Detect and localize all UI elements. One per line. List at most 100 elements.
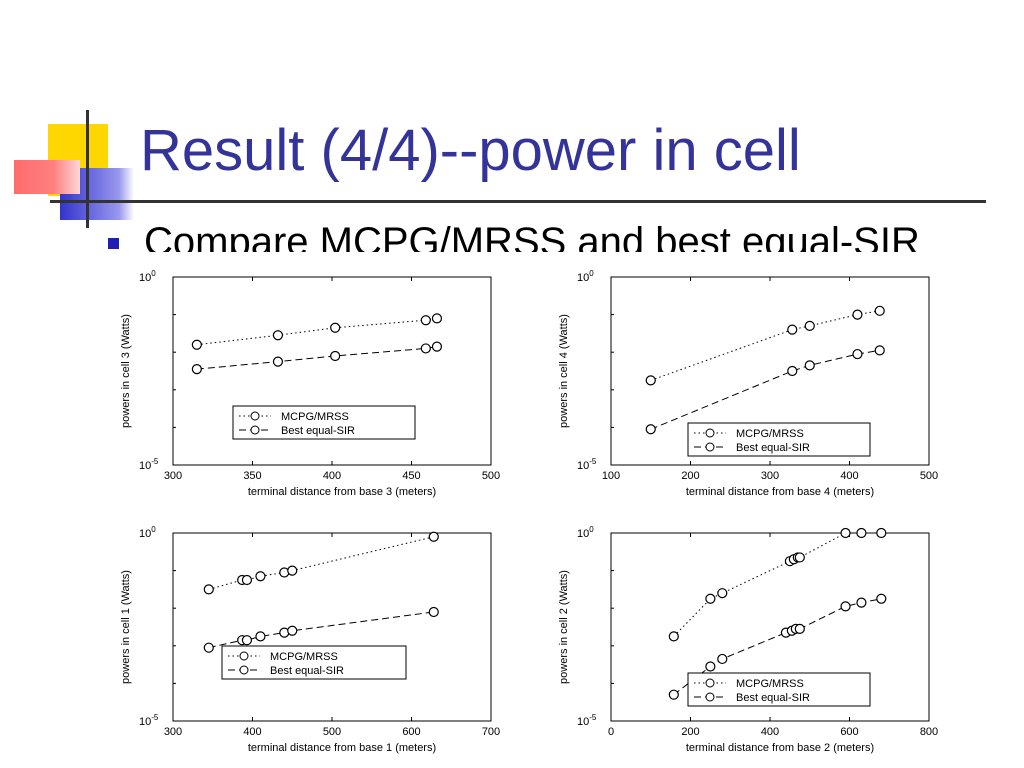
legend-label: MCPG/MRSS	[281, 411, 349, 423]
legend-label: MCPG/MRSS	[736, 428, 804, 440]
data-point-mcpg-mrss	[874, 305, 885, 316]
x-axis-label: terminal distance from base 3 (meters)	[248, 486, 436, 498]
y-tick-base: 10	[139, 460, 151, 472]
data-point-best-equal-sir	[852, 348, 863, 360]
data-point-mcpg-mrss	[272, 330, 284, 341]
data-point-best-equal-sir	[420, 343, 431, 354]
y-axis-label: powers in cell 4 (Watts)	[558, 314, 570, 428]
y-tick-base: 10	[139, 528, 151, 540]
x-tick-label: 300	[761, 470, 779, 482]
data-point-mcpg-mrss	[668, 631, 679, 642]
data-point-mcpg-mrss	[287, 565, 298, 576]
data-point-best-equal-sir	[794, 623, 805, 634]
data-point-best-equal-sir	[668, 689, 679, 700]
y-tick-base: 10	[577, 528, 589, 540]
data-point-best-equal-sir	[804, 360, 815, 371]
data-point-mcpg-mrss	[876, 527, 887, 539]
y-tick-label: 10-5	[577, 713, 597, 728]
legend-label: Best equal-SIR	[281, 425, 355, 437]
data-point-best-equal-sir	[241, 635, 253, 646]
x-tick-label: 0	[608, 726, 614, 738]
x-tick-label: 500	[920, 470, 938, 482]
legend-label: Best equal-SIR	[736, 692, 810, 704]
y-tick-label: 10-5	[577, 457, 597, 472]
y-tick-exponent: -5	[151, 457, 159, 466]
y-tick-label: 10-5	[139, 457, 159, 472]
y-axis-label: powers in cell 3 (Watts)	[120, 314, 132, 428]
x-tick-label: 400	[243, 726, 261, 738]
data-point-mcpg-mrss	[705, 593, 716, 604]
data-point-mcpg-mrss	[191, 339, 202, 350]
y-tick-exponent: -5	[589, 457, 597, 466]
x-tick-label: 300	[164, 470, 182, 482]
x-tick-label: 400	[840, 470, 858, 482]
y-tick-exponent: 0	[151, 269, 156, 278]
legend-marker	[705, 692, 715, 702]
legend-label: MCPG/MRSS	[270, 651, 338, 663]
y-tick-base: 10	[139, 716, 151, 728]
legend: MCPG/MRSS Best equal-SIR	[232, 405, 416, 440]
x-tick-label: 500	[323, 726, 341, 738]
legend-label: MCPG/MRSS	[736, 678, 804, 690]
y-tick-base: 10	[577, 272, 589, 284]
data-point-best-equal-sir	[431, 341, 443, 352]
series-line-mcpg-mrss	[673, 532, 882, 637]
data-point-best-equal-sir	[287, 625, 298, 636]
data-point-best-equal-sir	[255, 631, 266, 642]
data-point-best-equal-sir	[874, 345, 885, 356]
data-point-mcpg-mrss	[420, 315, 431, 326]
y-tick-label: 100	[139, 525, 156, 540]
data-point-best-equal-sir	[840, 601, 851, 612]
legend-marker	[705, 442, 715, 452]
legend-marker	[239, 651, 249, 661]
bullet-text: Compare MCPG/MRSS and best equal-SIR	[144, 220, 920, 252]
y-tick-exponent: 0	[589, 525, 594, 534]
series-line-best-equal-sir	[196, 346, 438, 370]
data-point-mcpg-mrss	[255, 571, 266, 582]
x-tick-label: 600	[840, 726, 858, 738]
data-point-mcpg-mrss	[203, 584, 214, 595]
legend-box	[687, 672, 871, 707]
decor-vertical-line	[86, 110, 89, 228]
data-point-mcpg-mrss	[428, 531, 439, 542]
x-axis-label: terminal distance from base 2 (meters)	[686, 742, 874, 754]
decor-red-square	[14, 160, 80, 194]
data-point-mcpg-mrss	[787, 324, 798, 335]
legend: MCPG/MRSS Best equal-SIR	[687, 672, 871, 707]
legend-label: Best equal-SIR	[736, 442, 810, 454]
data-point-mcpg-mrss	[330, 322, 341, 333]
data-point-best-equal-sir	[191, 364, 202, 375]
y-tick-exponent: -5	[589, 713, 597, 722]
legend-box	[687, 422, 871, 457]
data-point-best-equal-sir	[787, 365, 798, 377]
y-axis-label: powers in cell 1 (Watts)	[120, 570, 132, 684]
x-tick-label: 100	[602, 470, 620, 482]
data-point-mcpg-mrss	[717, 588, 728, 599]
legend-box	[232, 405, 416, 440]
data-point-best-equal-sir	[645, 424, 656, 435]
x-tick-label: 450	[402, 470, 420, 482]
y-tick-exponent: -5	[151, 713, 159, 722]
x-tick-label: 400	[323, 470, 341, 482]
x-tick-label: 700	[482, 726, 500, 738]
legend-label: Best equal-SIR	[270, 665, 344, 677]
series-line-mcpg-mrss	[196, 317, 438, 346]
y-tick-label: 100	[577, 269, 594, 284]
y-tick-label: 100	[577, 525, 594, 540]
x-tick-label: 600	[402, 726, 420, 738]
x-tick-label: 200	[681, 726, 699, 738]
x-tick-label: 200	[681, 470, 699, 482]
data-point-mcpg-mrss	[431, 313, 443, 324]
title-underline	[50, 200, 986, 203]
data-point-mcpg-mrss	[852, 309, 863, 320]
legend: MCPG/MRSS Best equal-SIR	[221, 645, 407, 680]
y-tick-label: 10-5	[139, 713, 159, 728]
x-tick-label: 400	[761, 726, 779, 738]
y-tick-exponent: 0	[589, 269, 594, 278]
y-tick-base: 10	[577, 460, 589, 472]
data-point-best-equal-sir	[705, 661, 716, 672]
